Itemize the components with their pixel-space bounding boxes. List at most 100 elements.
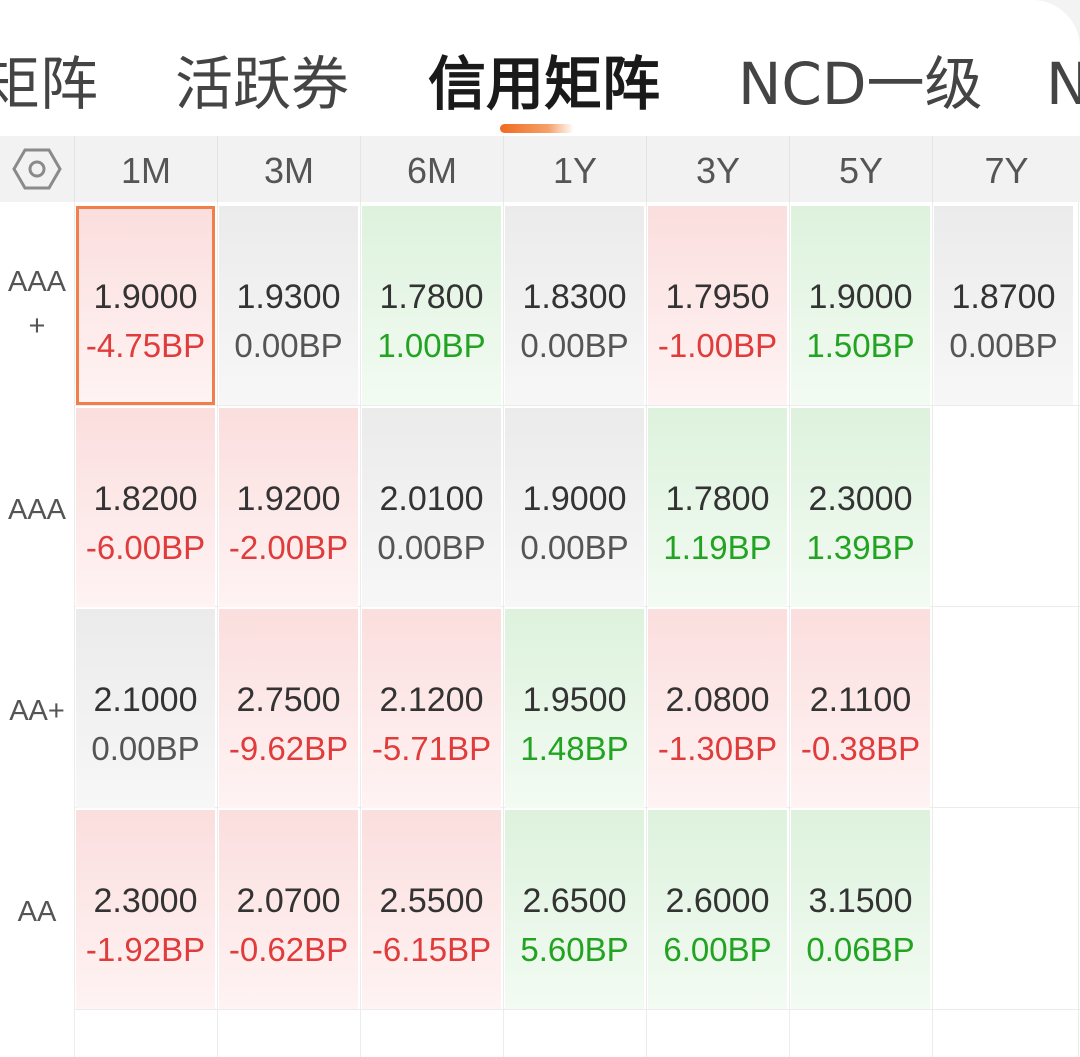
cell-yield-value: 1.7800 (665, 480, 770, 518)
cell-change-bp: -6.15BP (371, 931, 492, 968)
cell-yield-value: 3.1500 (808, 882, 913, 920)
row-label-rating: AA (0, 890, 74, 934)
cell-yield-value: 1.9300 (236, 278, 341, 316)
cell-yield-value: 1.9200 (236, 480, 341, 518)
grid-line-vertical (217, 202, 218, 1057)
next-row-cell (74, 1012, 216, 1057)
cell-change-bp: -4.75BP (85, 327, 206, 364)
matrix-cell[interactable]: 1.7950 -1.00BP (648, 206, 787, 405)
cell-change-bp: 1.19BP (663, 529, 772, 566)
cell-yield-value: 2.1100 (809, 681, 912, 719)
cell-change-bp: 1.39BP (806, 529, 915, 566)
grid-line-horizontal (74, 405, 1080, 406)
matrix-cell[interactable]: 1.8200 -6.00BP (76, 408, 215, 607)
table-header-row: 1M 3M 6M 1Y 3Y 5Y 7Y (0, 136, 1080, 202)
grid-line-vertical (503, 202, 504, 1057)
matrix-cell[interactable]: 2.7500 -9.62BP (219, 609, 358, 808)
credit-matrix-table: 1M 3M 6M 1Y 3Y 5Y 7Y AAA +1.9000 -4.75BP 1.9300 0.… (0, 136, 1080, 1057)
matrix-cell[interactable]: 3.1500 0.06BP (791, 810, 930, 1009)
tab-credit-matrix[interactable]: 信用矩阵 (428, 50, 661, 118)
matrix-cell[interactable]: 1.9500 1.48BP (505, 609, 644, 808)
next-row-cell (503, 1012, 645, 1057)
matrix-cell[interactable]: 2.1100 -0.38BP (791, 609, 930, 808)
cell-change-bp: 0.00BP (520, 327, 629, 364)
column-header-5y[interactable]: 5Y (789, 136, 932, 202)
cell-yield-value: 2.0800 (665, 681, 770, 719)
rating-text-suffix: + (28, 310, 46, 342)
cell-change-bp: -0.38BP (800, 730, 921, 767)
cell-change-bp: 0.00BP (520, 529, 629, 566)
column-header-3y[interactable]: 3Y (646, 136, 789, 202)
tab-more[interactable]: N (1046, 50, 1080, 118)
row-label-rating: AAA (0, 488, 74, 532)
tab-matrix[interactable]: 矩阵 (0, 50, 99, 118)
rating-text: AA (17, 896, 57, 928)
matrix-cell[interactable]: 2.1000 0.00BP (76, 609, 215, 808)
cell-yield-value: 1.9000 (522, 480, 627, 518)
cell-yield-value: 1.9000 (808, 278, 913, 316)
matrix-cell[interactable]: 1.9000 -4.75BP (76, 206, 215, 405)
column-header-6m[interactable]: 6M (360, 136, 503, 202)
rating-text: AAA (7, 494, 67, 526)
cell-change-bp: 1.50BP (806, 327, 915, 364)
next-row-cell (217, 1012, 359, 1057)
tab-bar: 矩阵 活跃券 信用矩阵 NCD一级 N (0, 0, 1080, 136)
cell-yield-value: 2.3000 (93, 882, 198, 920)
cell-change-bp: -6.00BP (85, 529, 206, 566)
cell-yield-value: 1.7800 (379, 278, 484, 316)
cell-change-bp: 6.00BP (663, 931, 772, 968)
cell-yield-value: 1.9000 (93, 278, 198, 316)
matrix-cell[interactable]: 2.3000 -1.92BP (76, 810, 215, 1009)
tab-ncd-primary[interactable]: NCD一级 (738, 50, 983, 118)
cell-yield-value: 1.8300 (522, 278, 627, 316)
matrix-cell[interactable]: 2.0800 -1.30BP (648, 609, 787, 808)
cell-yield-value: 1.7950 (665, 278, 770, 316)
row-label-rating: AA+ (0, 689, 74, 733)
matrix-cell[interactable]: 1.8700 0.00BP (934, 206, 1073, 405)
cell-change-bp: -9.62BP (228, 730, 349, 767)
matrix-cell[interactable]: 1.9000 0.00BP (505, 408, 644, 607)
active-tab-indicator (500, 124, 574, 133)
rating-text: AA+ (9, 695, 65, 727)
matrix-cell[interactable]: 2.3000 1.39BP (791, 408, 930, 607)
column-header-1m[interactable]: 1M (74, 136, 217, 202)
cell-change-bp: 0.00BP (91, 730, 200, 767)
matrix-cell[interactable]: 1.9000 1.50BP (791, 206, 930, 405)
settings-button[interactable] (0, 136, 74, 202)
row-label-rating: AAA + (0, 260, 74, 348)
matrix-cell[interactable]: 2.0700 -0.62BP (219, 810, 358, 1009)
matrix-cell[interactable]: 1.8300 0.00BP (505, 206, 644, 405)
cell-yield-value: 1.8200 (93, 480, 198, 518)
grid-line-vertical (646, 202, 647, 1057)
tab-active-bonds[interactable]: 活跃券 (175, 50, 350, 118)
matrix-cell[interactable]: 2.6000 6.00BP (648, 810, 787, 1009)
cell-change-bp: -1.30BP (657, 730, 778, 767)
rating-text: AAA (7, 266, 67, 298)
matrix-cell[interactable]: 2.0100 0.00BP (362, 408, 501, 607)
cell-change-bp: -1.00BP (657, 327, 778, 364)
matrix-cell[interactable]: 1.7800 1.00BP (362, 206, 501, 405)
cell-yield-value: 2.0100 (379, 480, 484, 518)
grid-line-vertical (1078, 202, 1079, 1057)
column-header-1y[interactable]: 1Y (503, 136, 646, 202)
grid-line-vertical (932, 202, 933, 1057)
matrix-cell[interactable]: 2.5500 -6.15BP (362, 810, 501, 1009)
matrix-cell[interactable]: 2.6500 5.60BP (505, 810, 644, 1009)
cell-change-bp: 0.00BP (949, 327, 1058, 364)
cell-yield-value: 2.1000 (93, 681, 198, 719)
next-row-cell (360, 1012, 502, 1057)
column-header-3m[interactable]: 3M (217, 136, 360, 202)
hexagon-settings-icon (12, 148, 62, 190)
matrix-cell[interactable]: 1.9300 0.00BP (219, 206, 358, 405)
cell-yield-value: 2.1200 (379, 681, 484, 719)
matrix-cell[interactable]: 2.1200 -5.71BP (362, 609, 501, 808)
cell-change-bp: -1.92BP (85, 931, 206, 968)
matrix-cell[interactable]: 1.9200 -2.00BP (219, 408, 358, 607)
cell-change-bp: -0.62BP (228, 931, 349, 968)
grid-line-horizontal (74, 1009, 1080, 1010)
cell-yield-value: 2.5500 (379, 882, 484, 920)
column-header-7y[interactable]: 7Y (932, 136, 1080, 202)
cell-change-bp: 0.00BP (234, 327, 343, 364)
matrix-cell[interactable]: 1.7800 1.19BP (648, 408, 787, 607)
